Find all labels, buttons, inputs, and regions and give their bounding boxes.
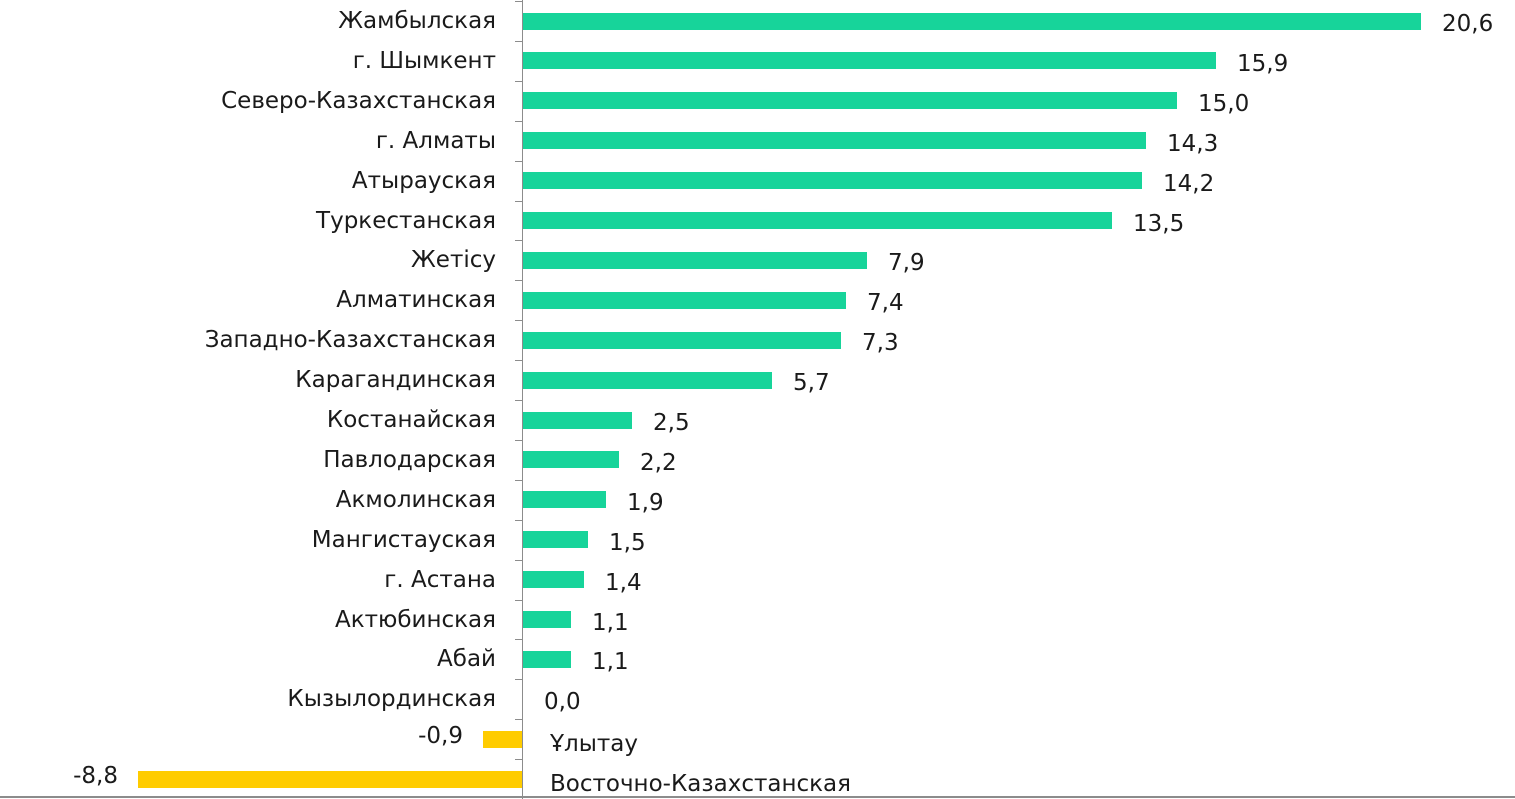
bar [138, 771, 522, 788]
axis-tick [515, 600, 522, 601]
category-label: Жамбылская [338, 8, 496, 34]
axis-tick [515, 480, 522, 481]
category-label: Восточно-Казахстанская [550, 771, 851, 797]
axis-tick [515, 560, 522, 561]
axis-tick [515, 201, 522, 202]
bar [523, 372, 772, 389]
category-label: Абай [437, 646, 496, 672]
bar [523, 252, 867, 269]
bar [523, 52, 1216, 69]
value-label: 2,5 [653, 410, 690, 436]
bar [523, 571, 584, 588]
bar [523, 292, 846, 309]
value-label: 20,6 [1442, 11, 1494, 37]
category-label: Атырауская [351, 168, 496, 194]
category-label: Северо-Казахстанская [221, 88, 496, 114]
axis-tick [515, 639, 522, 640]
value-label: 1,4 [605, 570, 642, 596]
bar [523, 92, 1177, 109]
category-label: Туркестанская [316, 208, 496, 234]
category-label: г. Алматы [375, 128, 496, 154]
bar [523, 531, 588, 548]
chart-bottom-border [0, 796, 1515, 798]
category-label: г. Шымкент [352, 48, 496, 74]
axis-tick [515, 360, 522, 361]
value-label: 0,0 [544, 689, 581, 715]
axis-tick [515, 440, 522, 441]
bar [523, 212, 1112, 229]
category-label: Павлодарская [323, 447, 496, 473]
category-label: Алматинская [336, 287, 496, 313]
value-label: 1,9 [627, 490, 664, 516]
value-label: 1,1 [592, 649, 629, 675]
axis-tick [515, 520, 522, 521]
axis-tick [515, 679, 522, 680]
value-label: 15,9 [1237, 51, 1289, 77]
bar [523, 651, 571, 668]
value-label: 7,9 [888, 250, 925, 276]
axis-tick [515, 121, 522, 122]
axis-tick [515, 719, 522, 720]
axis-tick [515, 41, 522, 42]
bar [523, 611, 571, 628]
category-label: Кызылординская [287, 686, 496, 712]
axis-tick [515, 320, 522, 321]
category-label: Жетісу [411, 247, 496, 273]
bar [523, 412, 632, 429]
value-label: 1,1 [592, 610, 629, 636]
value-label: 2,2 [640, 450, 677, 476]
category-label: Актюбинская [334, 607, 496, 633]
category-label: Акмолинская [335, 487, 496, 513]
value-label: 14,2 [1163, 171, 1215, 197]
axis-tick [515, 759, 522, 760]
value-label: 13,5 [1133, 211, 1185, 237]
bar [523, 332, 841, 349]
bar [523, 491, 606, 508]
bar [523, 13, 1421, 30]
value-label: 14,3 [1167, 131, 1219, 157]
axis-tick [515, 81, 522, 82]
value-label: 1,5 [609, 530, 646, 556]
value-label: -8,8 [73, 763, 118, 789]
value-label: 7,3 [862, 330, 899, 356]
value-label: 7,4 [867, 290, 904, 316]
value-label: -0,9 [418, 723, 463, 749]
axis-tick [515, 161, 522, 162]
bar [523, 451, 619, 468]
category-label: г. Астана [384, 567, 496, 593]
bar [523, 132, 1146, 149]
category-label: Западно-Казахстанская [204, 327, 496, 353]
category-axis [522, 0, 523, 799]
category-label: Ұлытау [550, 731, 639, 757]
bar [523, 172, 1142, 189]
axis-tick [515, 1, 522, 2]
category-label: Мангистауская [311, 527, 496, 553]
bar [483, 731, 522, 748]
value-label: 15,0 [1198, 91, 1250, 117]
axis-tick [515, 240, 522, 241]
category-label: Костанайская [326, 407, 496, 433]
axis-tick [515, 400, 522, 401]
axis-tick [515, 280, 522, 281]
category-label: Карагандинская [295, 367, 496, 393]
value-label: 5,7 [793, 370, 830, 396]
